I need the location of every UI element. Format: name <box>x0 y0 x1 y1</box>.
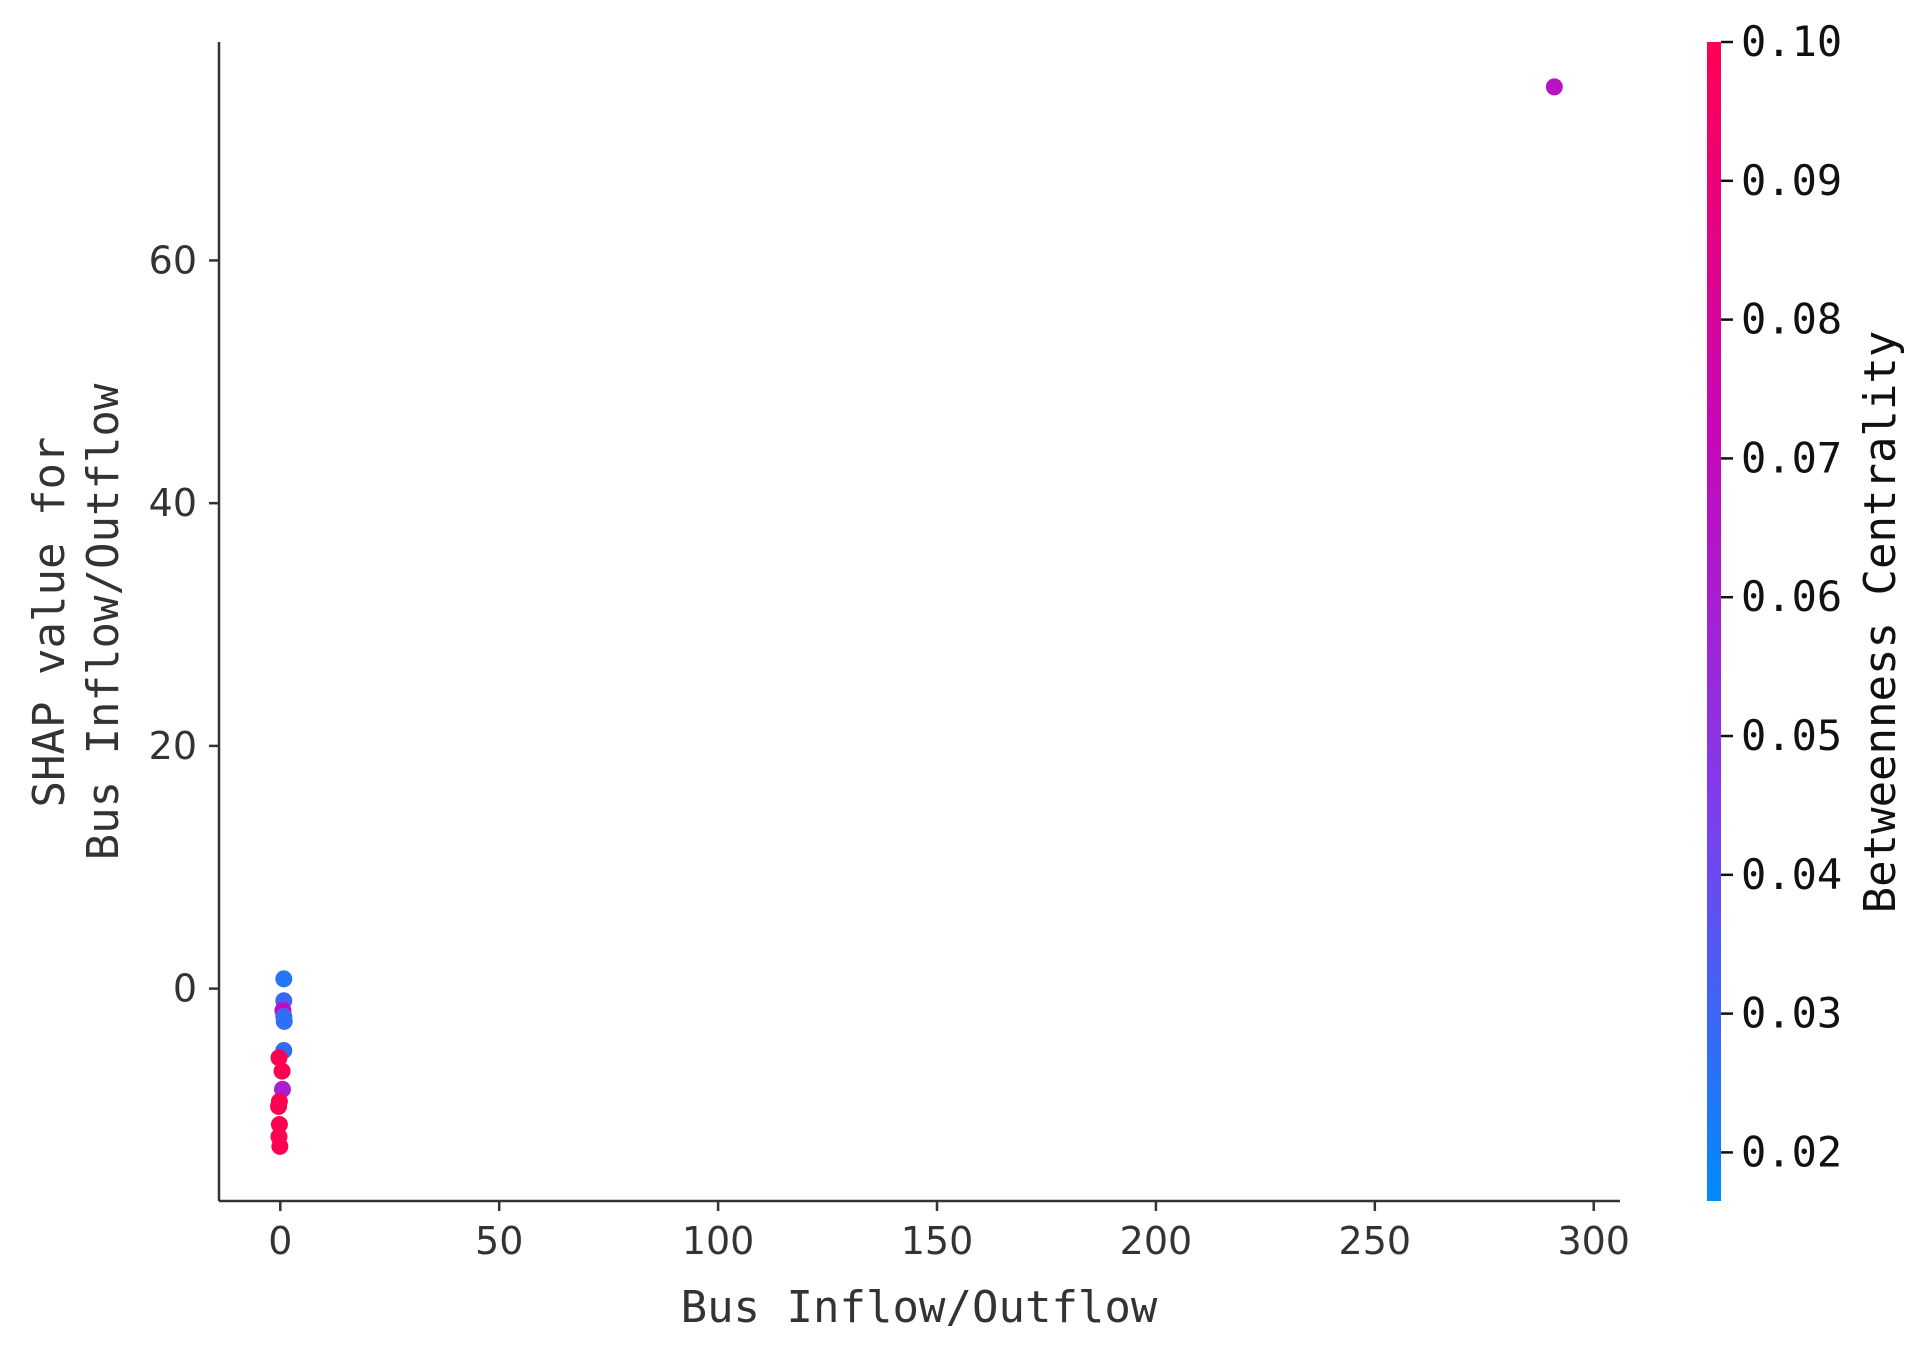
plot-axes <box>217 42 1620 1203</box>
scatter-point <box>273 1062 291 1080</box>
scatter-point <box>270 1097 288 1115</box>
y-axis-ticks: 0 20 40 60 <box>149 238 219 1011</box>
y-tick-label: 40 <box>149 481 197 525</box>
scatter-point <box>270 1049 288 1067</box>
scatter-point <box>1545 78 1563 96</box>
scatter-point <box>271 1137 289 1155</box>
colorbar-tick-label: 0.10 <box>1741 17 1842 66</box>
colorbar-tick-label: 0.07 <box>1741 433 1842 482</box>
x-tick-label: 300 <box>1557 1219 1630 1263</box>
colorbar-tick-label: 0.08 <box>1741 295 1842 344</box>
colorbar-title: Betweenness Centrality <box>1855 331 1906 914</box>
colorbar-ticks: 0.02 0.03 0.04 0.05 0.06 0.07 0.08 0.09 0.10 <box>1721 17 1842 1176</box>
x-tick-label: 50 <box>475 1219 523 1263</box>
scatter-point <box>275 970 293 988</box>
x-tick-label: 200 <box>1120 1219 1193 1263</box>
colorbar-tick-label: 0.04 <box>1741 850 1842 899</box>
y-axis-title-line-1: SHAP value for <box>24 437 75 808</box>
x-tick-label: 100 <box>682 1219 755 1263</box>
scatter-point <box>275 1012 293 1030</box>
scatter-points <box>270 78 1563 1155</box>
colorbar-gradient <box>1707 42 1721 1201</box>
x-axis-title: Bus Inflow/Outflow <box>681 1282 1158 1333</box>
y-axis-title-line-2: Bus Inflow/Outflow <box>78 383 129 860</box>
colorbar: 0.02 0.03 0.04 0.05 0.06 0.07 0.08 0.09 0.10 Bet… <box>1707 17 1906 1201</box>
x-tick-label: 0 <box>268 1219 292 1263</box>
scatter-point <box>270 1116 288 1134</box>
colorbar-tick-label: 0.03 <box>1741 989 1842 1038</box>
y-tick-label: 60 <box>149 238 197 282</box>
y-tick-label: 0 <box>173 967 197 1011</box>
x-tick-label: 250 <box>1339 1219 1412 1263</box>
colorbar-tick-label: 0.05 <box>1741 711 1842 760</box>
colorbar-tick-label: 0.06 <box>1741 572 1842 621</box>
x-tick-label: 150 <box>901 1219 974 1263</box>
x-axis-ticks: 0 50 100 150 200 250 300 <box>268 1201 1630 1263</box>
colorbar-tick-label: 0.02 <box>1741 1127 1842 1176</box>
colorbar-tick-label: 0.09 <box>1741 156 1842 205</box>
y-tick-label: 20 <box>149 724 197 768</box>
